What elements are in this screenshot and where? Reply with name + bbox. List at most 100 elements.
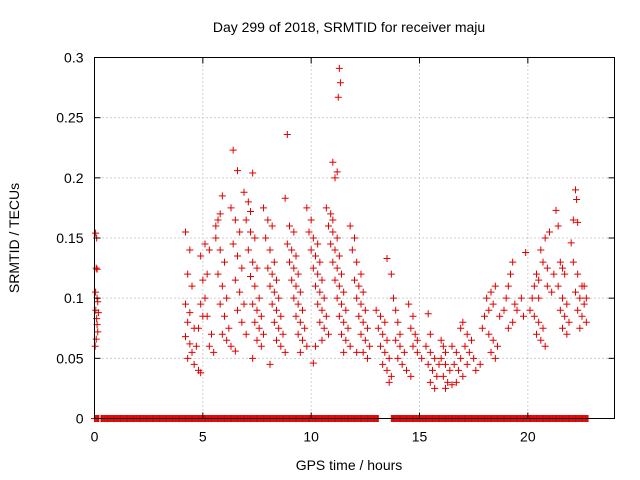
data-point — [554, 222, 562, 230]
data-point — [186, 340, 194, 348]
data-point — [281, 194, 289, 202]
data-point — [567, 239, 575, 247]
data-point — [550, 270, 558, 278]
data-point — [303, 204, 311, 212]
data-point — [535, 294, 543, 302]
data-point — [580, 300, 588, 308]
data-point — [574, 270, 582, 278]
data-point — [533, 330, 540, 338]
data-point — [251, 318, 259, 326]
data-point — [413, 336, 421, 344]
data-point — [344, 324, 352, 332]
data-point — [392, 336, 400, 344]
data-point — [309, 359, 317, 367]
data-point — [338, 270, 345, 278]
data-point — [294, 300, 302, 308]
data-point — [487, 348, 495, 356]
data-point — [314, 270, 322, 278]
data-point — [394, 354, 402, 362]
data-point — [426, 348, 434, 356]
data-point — [481, 312, 488, 320]
data-point — [320, 324, 328, 332]
data-point — [413, 348, 421, 356]
data-point — [296, 288, 304, 296]
data-point — [212, 222, 220, 230]
data-point — [260, 330, 267, 338]
x-tick-label: 0 — [91, 429, 99, 445]
data-point — [476, 360, 484, 368]
data-point — [253, 306, 261, 314]
data-point — [338, 330, 345, 338]
data-point — [205, 246, 213, 254]
data-point — [565, 318, 573, 326]
data-point — [192, 342, 200, 350]
data-point — [335, 64, 343, 72]
data-point — [242, 216, 250, 224]
data-point — [353, 294, 361, 302]
data-point — [522, 248, 530, 256]
data-point — [234, 167, 241, 175]
data-point — [184, 354, 192, 362]
data-point — [429, 366, 436, 374]
data-point — [394, 318, 402, 326]
data-point — [572, 186, 579, 194]
data-point — [537, 336, 545, 344]
data-point — [292, 312, 300, 320]
data-point — [470, 354, 478, 362]
data-point — [346, 222, 354, 230]
data-point — [424, 360, 432, 368]
data-point — [435, 360, 443, 368]
data-point — [249, 354, 257, 362]
data-point — [253, 336, 261, 344]
data-point — [574, 306, 582, 314]
data-point — [509, 258, 517, 266]
data-point — [513, 306, 521, 314]
data-point — [422, 342, 430, 350]
data-point — [494, 342, 501, 350]
data-point — [268, 300, 276, 308]
data-point — [331, 276, 339, 284]
data-point — [580, 282, 588, 290]
data-point — [270, 288, 278, 296]
data-point — [561, 312, 569, 320]
data-point — [407, 372, 415, 380]
data-point — [556, 258, 564, 266]
data-point — [294, 270, 302, 278]
data-point — [231, 276, 239, 284]
data-point — [383, 366, 391, 374]
data-point — [535, 276, 543, 284]
x-tick-label: 15 — [412, 429, 428, 445]
data-point — [559, 264, 566, 272]
data-point — [238, 264, 246, 272]
data-point — [507, 270, 514, 278]
data-point — [433, 372, 441, 380]
data-point — [409, 342, 417, 350]
data-point — [472, 366, 480, 374]
data-point — [301, 324, 309, 332]
data-point — [182, 300, 189, 308]
data-point — [392, 306, 400, 314]
data-point — [541, 234, 549, 242]
data-point — [264, 264, 272, 272]
data-point — [262, 234, 270, 242]
data-point — [418, 354, 426, 362]
data-point — [322, 204, 330, 212]
y-tick-label: 0.2 — [64, 170, 84, 186]
data-point — [448, 342, 456, 350]
data-point — [208, 330, 215, 338]
data-point — [398, 360, 406, 368]
data-point — [446, 366, 454, 374]
data-point — [546, 228, 553, 236]
data-point — [275, 294, 283, 302]
data-point — [504, 282, 512, 290]
data-point — [563, 330, 571, 338]
data-point — [439, 342, 447, 350]
data-point — [244, 246, 252, 254]
y-axis-label: SRMTID / TECUs — [6, 183, 22, 293]
data-point — [216, 210, 224, 218]
data-point — [218, 192, 226, 200]
data-point — [574, 218, 582, 226]
data-point — [184, 270, 192, 278]
data-point — [578, 312, 586, 320]
data-point — [247, 273, 254, 281]
